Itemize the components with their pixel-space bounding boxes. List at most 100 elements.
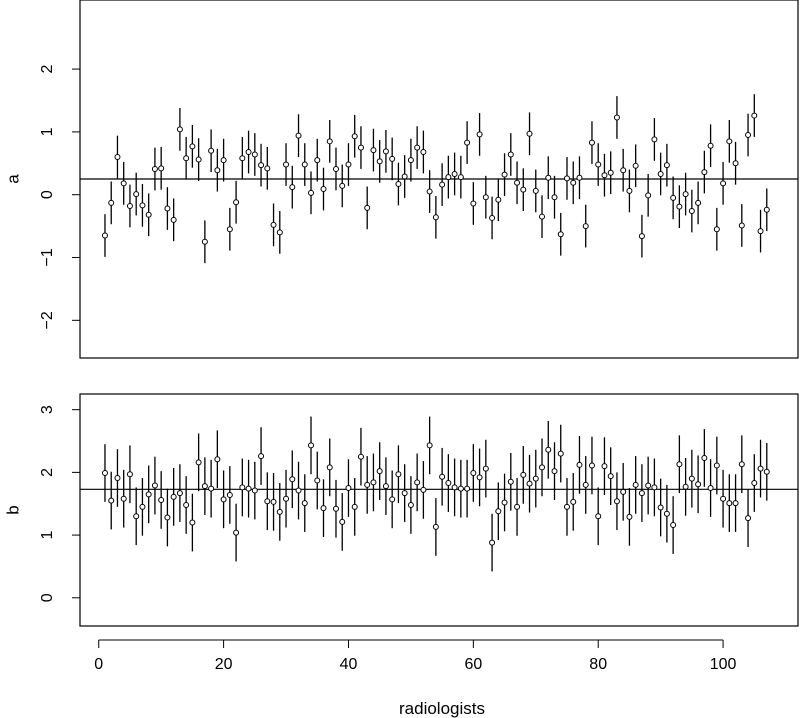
panel-b-point bbox=[482, 465, 489, 472]
panel-b-point bbox=[158, 496, 165, 503]
panel-a-point bbox=[270, 221, 277, 228]
panel-b-point bbox=[364, 481, 371, 488]
panel-a-point bbox=[126, 203, 133, 210]
panel-a-point bbox=[482, 194, 489, 201]
panel-b-point bbox=[258, 453, 265, 460]
panel-a-point bbox=[389, 155, 396, 162]
panel-b-point bbox=[345, 485, 352, 492]
panel-b-point bbox=[201, 483, 208, 490]
panel-a-point bbox=[638, 233, 645, 240]
panel-a: −2 −1 0 1 2 a bbox=[3, 65, 798, 329]
panel-a-point bbox=[151, 165, 158, 172]
panel-a-point bbox=[301, 161, 308, 168]
panel-a-y-tick-label: −2 bbox=[39, 311, 56, 329]
panel-a-point bbox=[720, 180, 727, 187]
panel-b-point bbox=[695, 481, 702, 488]
panel-b: 0 1 2 3 b bbox=[3, 405, 798, 602]
panel-b-point bbox=[276, 508, 283, 515]
panel-a-point bbox=[595, 161, 602, 168]
panel-b-point bbox=[382, 483, 389, 490]
panel-a-point bbox=[670, 194, 677, 201]
panel-b-point bbox=[701, 454, 708, 461]
panel-b-point bbox=[476, 474, 483, 481]
panel-a-point bbox=[108, 199, 115, 206]
panel-a-point bbox=[432, 214, 439, 221]
panel-a-point bbox=[470, 200, 477, 207]
panel-a-point bbox=[320, 186, 327, 193]
panel-a-point bbox=[420, 148, 427, 155]
panel-b-point bbox=[251, 487, 258, 494]
panel-b-point bbox=[607, 473, 614, 480]
panel-a-point bbox=[713, 226, 720, 233]
panel-b-point bbox=[208, 485, 215, 492]
panel-a-y-tick-label: 2 bbox=[39, 65, 56, 74]
panel-b-point bbox=[301, 500, 308, 507]
panel-b-point bbox=[108, 497, 115, 504]
panel-b-point bbox=[451, 484, 458, 491]
panel-a-point bbox=[414, 144, 421, 151]
panel-a-point bbox=[651, 136, 658, 143]
panel-a-point bbox=[695, 199, 702, 206]
panel-a-point bbox=[401, 173, 408, 180]
panel-b-point bbox=[688, 475, 695, 482]
panel-a-point bbox=[101, 232, 108, 239]
panel-b-point bbox=[295, 487, 302, 494]
panel-b-point bbox=[351, 503, 358, 510]
panel-b-point bbox=[470, 470, 477, 477]
panel-b-point bbox=[439, 473, 446, 480]
panel-b-point bbox=[326, 464, 333, 471]
panel-b-point bbox=[526, 480, 533, 487]
panel-a-point bbox=[158, 165, 165, 172]
panel-a-point bbox=[114, 154, 121, 161]
panel-b-point bbox=[682, 483, 689, 490]
panel-a-point bbox=[407, 157, 414, 164]
panel-b-point bbox=[757, 465, 764, 472]
panel-b-point bbox=[114, 475, 121, 482]
panel-b-point bbox=[676, 461, 683, 468]
panel-a-point bbox=[251, 151, 258, 158]
panel-b-point bbox=[189, 519, 196, 526]
panel-b-y-tick-label: 3 bbox=[39, 405, 56, 414]
panel-b-point bbox=[520, 471, 527, 478]
panel-a-point bbox=[145, 211, 152, 218]
panel-b-point bbox=[445, 480, 452, 487]
panel-b-point bbox=[626, 513, 633, 520]
panel-b-point bbox=[707, 485, 714, 492]
panel-a-point bbox=[526, 130, 533, 137]
panel-a-point bbox=[189, 143, 196, 150]
panel-b-point bbox=[651, 484, 658, 491]
panel-b-y-axis-label: b bbox=[3, 505, 22, 514]
panel-a-point bbox=[139, 202, 146, 209]
x-tick-label: 0 bbox=[94, 656, 103, 673]
x-axis-label: radiologists bbox=[399, 699, 485, 718]
panel-b-point bbox=[457, 485, 464, 492]
panel-b-point bbox=[632, 481, 639, 488]
panel-b-point bbox=[645, 482, 652, 489]
panel-b-point bbox=[370, 479, 377, 486]
panel-b-point bbox=[220, 496, 227, 503]
panel-a-point bbox=[283, 161, 290, 168]
panel-b-point bbox=[713, 462, 720, 469]
panel-a-point bbox=[495, 196, 502, 203]
panel-a-point bbox=[326, 138, 333, 145]
panel-a-point bbox=[582, 223, 589, 230]
panel-b-point bbox=[501, 499, 508, 506]
panel-a-point bbox=[688, 208, 695, 215]
panel-a-point bbox=[226, 226, 233, 233]
panel-a-point bbox=[332, 165, 339, 172]
panel-b-point bbox=[101, 470, 108, 477]
panel-b-point bbox=[432, 523, 439, 530]
x-axis: 0 20 40 60 80 100 bbox=[94, 639, 737, 673]
panel-b-point bbox=[139, 503, 146, 510]
panel-a-point bbox=[588, 139, 595, 146]
x-tick-label: 40 bbox=[340, 656, 358, 673]
panel-a-point bbox=[170, 216, 177, 223]
panel-b-point bbox=[745, 515, 752, 522]
panel-a-point bbox=[601, 172, 608, 179]
panel-a-point bbox=[570, 179, 577, 186]
panel-b-point bbox=[532, 475, 539, 482]
x-tick-label: 80 bbox=[589, 656, 607, 673]
panel-a-point bbox=[439, 181, 446, 188]
panel-b-y-tick-label: 0 bbox=[39, 593, 56, 602]
panel-b-point bbox=[332, 505, 339, 512]
